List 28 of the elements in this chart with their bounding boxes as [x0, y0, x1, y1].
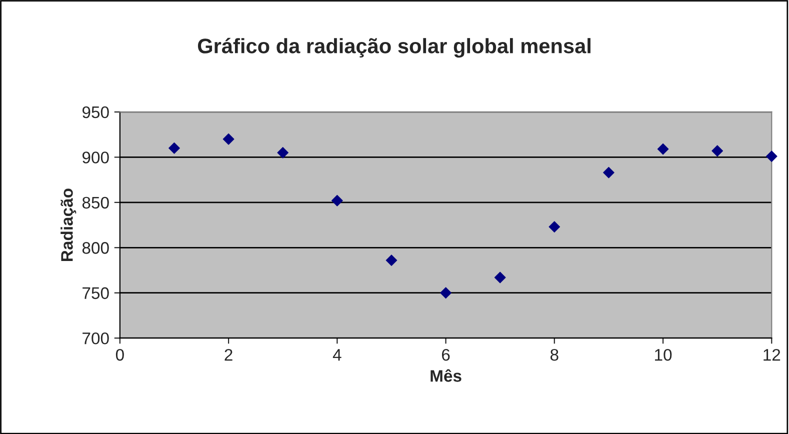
y-tick-label: 850	[82, 196, 109, 209]
point	[440, 287, 452, 299]
point	[548, 221, 560, 233]
x-tick-label: 8	[550, 348, 558, 361]
y-tick-label: 900	[82, 152, 109, 164]
y-tick-label: 700	[82, 332, 109, 344]
point	[766, 150, 778, 162]
point	[331, 194, 343, 206]
point	[277, 146, 289, 158]
x-tick-label: 0	[116, 348, 124, 361]
point	[712, 145, 724, 157]
x-tick-label: 12	[764, 348, 780, 361]
y-tick-label: 800	[82, 242, 109, 254]
point	[657, 143, 669, 155]
x-tick-label: 6	[442, 348, 450, 361]
y-tick-label: 950	[82, 106, 109, 118]
x-axis-title: Mês	[430, 369, 462, 382]
chart-title: Gráfico da radiação solar global mensal	[198, 38, 590, 58]
point	[222, 133, 234, 145]
point	[386, 254, 398, 266]
point	[168, 142, 180, 154]
y-axis-title: Radiação	[60, 188, 76, 261]
point	[603, 166, 614, 178]
x-tick-label: 10	[655, 348, 672, 361]
x-tick-label: 2	[224, 348, 232, 361]
x-tick-label: 4	[332, 349, 342, 361]
y-tick-label: 750	[82, 287, 109, 300]
point	[494, 272, 506, 284]
